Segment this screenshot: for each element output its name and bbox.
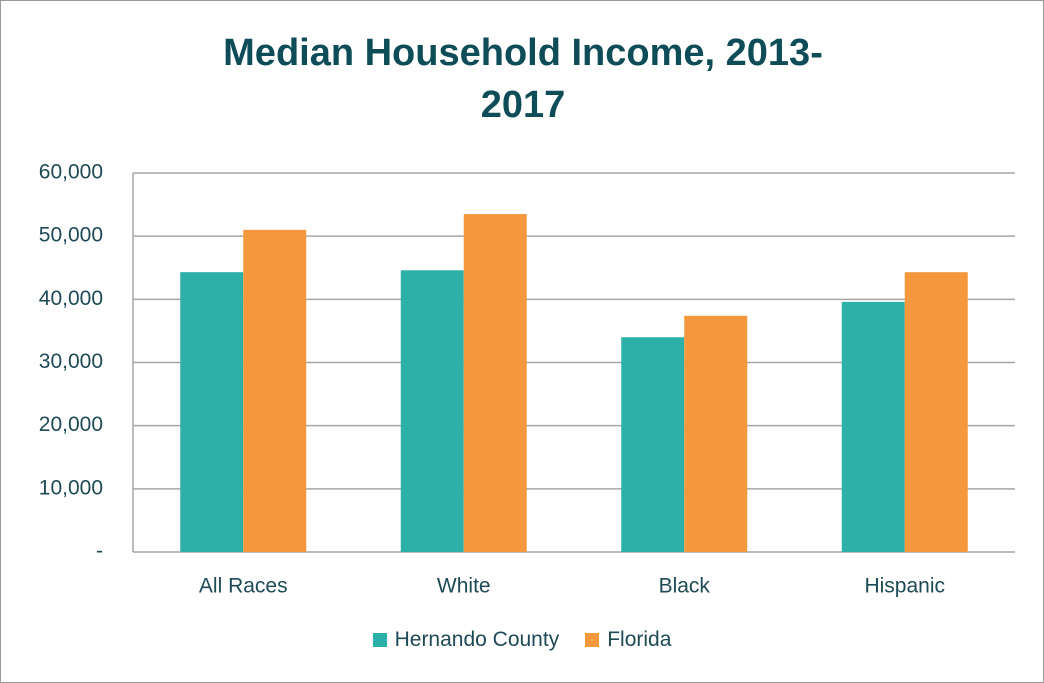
bar [904,272,968,552]
bar [684,315,748,552]
y-tick-label: 10,000 [39,476,103,499]
x-tick-label: White [437,575,491,598]
legend-swatch [372,633,387,647]
legend-item: Hernando County [372,628,560,652]
x-tick-label: Hispanic [864,575,945,598]
legend-swatch [585,633,600,647]
chart-title: Median Household Income, 2013-2017 [223,32,823,126]
legend-label: Florida [607,628,672,651]
y-tick-label: 40,000 [39,287,103,310]
y-tick-label: 50,000 [39,224,103,247]
legend-item: Florida [585,628,671,652]
bar [621,337,685,552]
bar [400,270,464,552]
y-tick-label: - [96,540,103,563]
y-tick-label: 30,000 [39,350,103,373]
y-tick-label: 20,000 [39,413,103,436]
bar [180,272,244,552]
bar [841,301,905,552]
legend-label: Hernando County [394,628,560,651]
bar [243,229,307,552]
bar [463,214,527,552]
x-tick-label: Black [659,575,711,598]
legend: Hernando County Florida [0,628,1044,652]
y-tick-label: 60,000 [39,161,103,184]
x-tick-label: All Races [199,575,288,598]
